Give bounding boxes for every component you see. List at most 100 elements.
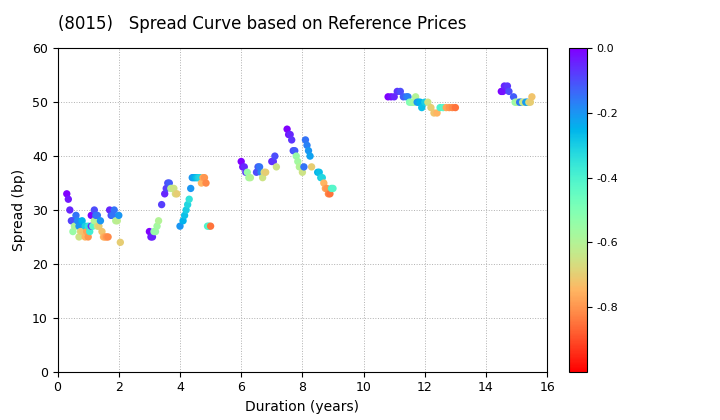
Point (83, 234, 94, 240)
Point (75, 228, 86, 235)
Point (434, 104, 446, 111)
Point (315, 174, 327, 181)
Point (321, 185, 333, 192)
Point (405, 99, 417, 105)
Point (324, 191, 336, 197)
Point (257, 174, 269, 181)
Point (76, 218, 88, 224)
Point (292, 158, 304, 165)
Point (416, 104, 428, 111)
Point (147, 234, 158, 240)
Point (514, 99, 526, 105)
Point (105, 212, 117, 219)
Point (413, 99, 425, 105)
Point (497, 88, 508, 95)
Point (328, 185, 339, 192)
Point (199, 174, 210, 181)
Point (425, 104, 436, 111)
Point (194, 174, 206, 181)
Point (407, 99, 418, 105)
Point (63, 196, 74, 202)
Point (66, 218, 77, 224)
Point (283, 131, 294, 138)
Point (161, 185, 172, 192)
Point (284, 131, 296, 138)
Point (525, 99, 536, 105)
Point (242, 169, 253, 176)
Point (73, 223, 85, 229)
Point (526, 93, 538, 100)
Point (203, 223, 215, 229)
Point (185, 185, 197, 192)
Point (431, 110, 443, 116)
Point (286, 136, 297, 143)
Point (91, 212, 103, 219)
Point (184, 196, 195, 202)
X-axis label: Duration (years): Duration (years) (246, 400, 359, 414)
Point (109, 207, 120, 213)
Point (99, 234, 111, 240)
Point (325, 185, 337, 192)
Point (402, 93, 414, 100)
Point (64, 207, 76, 213)
Point (389, 93, 400, 100)
Point (317, 174, 328, 181)
Point (509, 99, 521, 105)
Point (297, 169, 308, 176)
Point (320, 185, 331, 192)
Point (102, 234, 114, 240)
Point (171, 191, 183, 197)
Point (168, 185, 180, 192)
Point (148, 228, 160, 235)
Point (86, 212, 97, 219)
Point (523, 99, 534, 105)
Point (71, 223, 82, 229)
Point (268, 158, 279, 165)
Point (256, 169, 267, 176)
Point (428, 110, 440, 116)
Point (197, 174, 209, 181)
Point (192, 174, 204, 181)
Point (382, 93, 394, 100)
Point (422, 99, 433, 105)
Point (84, 228, 96, 235)
Point (110, 218, 122, 224)
Point (517, 99, 528, 105)
Point (266, 158, 278, 165)
Point (300, 136, 311, 143)
Point (87, 223, 99, 229)
Point (73, 234, 85, 240)
Point (243, 174, 255, 181)
Point (150, 228, 161, 235)
Point (313, 169, 325, 176)
Point (294, 163, 305, 170)
Point (170, 191, 181, 197)
Point (306, 163, 318, 170)
Point (287, 147, 299, 154)
Point (441, 104, 452, 111)
Point (196, 180, 207, 186)
Point (112, 218, 123, 224)
Point (395, 88, 406, 95)
Point (291, 153, 302, 160)
Point (89, 207, 100, 213)
Point (401, 93, 413, 100)
Point (204, 223, 216, 229)
Point (91, 223, 103, 229)
Point (89, 218, 100, 224)
Point (163, 180, 175, 186)
Point (78, 228, 89, 235)
Point (145, 234, 157, 240)
Point (166, 185, 178, 192)
Point (404, 99, 415, 105)
Point (301, 142, 312, 149)
Point (81, 228, 92, 235)
Point (498, 83, 510, 89)
Point (251, 169, 262, 176)
Point (96, 228, 108, 235)
Point (202, 223, 213, 229)
Point (179, 212, 190, 219)
Point (144, 228, 156, 235)
Point (76, 228, 88, 235)
Point (511, 99, 523, 105)
